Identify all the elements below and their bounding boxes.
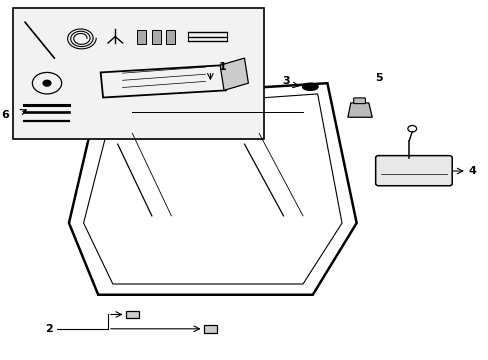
FancyBboxPatch shape	[137, 30, 146, 44]
Text: 2: 2	[45, 324, 53, 334]
FancyBboxPatch shape	[152, 30, 160, 44]
FancyBboxPatch shape	[353, 98, 365, 104]
FancyBboxPatch shape	[13, 8, 264, 139]
Text: 1: 1	[218, 62, 226, 72]
FancyBboxPatch shape	[375, 156, 451, 186]
Text: 6: 6	[1, 111, 10, 121]
Text: 5: 5	[374, 73, 382, 83]
Polygon shape	[220, 58, 248, 90]
Text: 3: 3	[282, 76, 289, 86]
Ellipse shape	[302, 83, 318, 90]
Polygon shape	[347, 103, 371, 117]
FancyBboxPatch shape	[203, 325, 217, 333]
FancyBboxPatch shape	[166, 30, 175, 44]
Circle shape	[43, 80, 51, 86]
Text: 4: 4	[468, 166, 476, 176]
FancyBboxPatch shape	[125, 311, 139, 319]
